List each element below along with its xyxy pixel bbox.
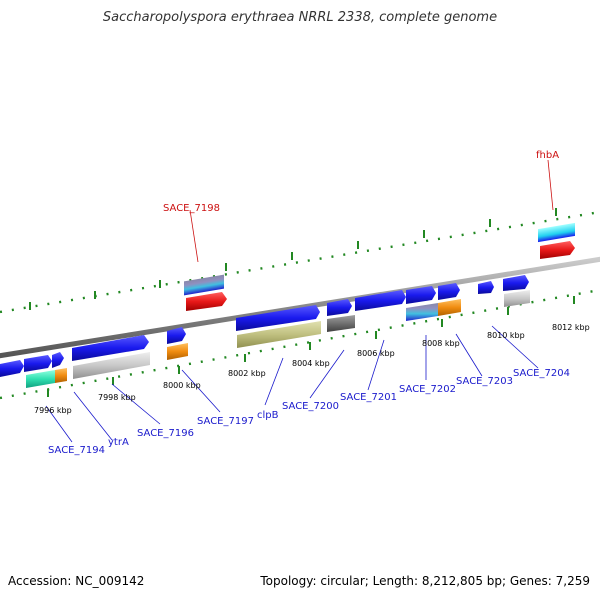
scale-label: 7996 kbp	[34, 406, 72, 415]
scale-label: 8000 kbp	[163, 381, 201, 390]
feature-stack[interactable]	[406, 303, 438, 321]
gene-label-sace-7194[interactable]: SACE_7194	[48, 445, 105, 456]
bottom-gene-labels: SACE_7194 ytrA SACE_7196 SACE_7197 clpB …	[48, 368, 570, 456]
feature-gray[interactable]	[504, 290, 530, 307]
top-gene-labels: SACE_7198 fhbA	[163, 150, 559, 214]
feature-teal[interactable]	[26, 370, 55, 388]
gene-label-sace-7197[interactable]: SACE_7197	[197, 416, 254, 427]
gene-arrow[interactable]	[167, 327, 186, 344]
gene-label-fhba[interactable]: fhbA	[536, 150, 559, 161]
scale-label: 8006 kbp	[357, 349, 395, 358]
gene-arrow[interactable]	[24, 355, 52, 372]
scale-label: 7998 kbp	[98, 393, 136, 402]
accession-text: Accession: NC_009142	[8, 574, 145, 588]
gene-arrow[interactable]	[438, 283, 460, 300]
gene-label-clpb[interactable]: clpB	[257, 410, 279, 421]
gene-arrow[interactable]	[236, 305, 320, 331]
gene-label-sace-7196[interactable]: SACE_7196	[137, 428, 194, 439]
top-strand-features	[184, 222, 575, 311]
genome-title: Saccharopolyspora erythraea NRRL 2338, c…	[102, 10, 498, 25]
feature-red-arrow[interactable]	[186, 292, 227, 311]
feature-stack[interactable]	[184, 274, 224, 296]
scale-label: 8010 kbp	[487, 331, 525, 340]
gene-arrow[interactable]	[355, 290, 406, 311]
genome-backbone	[0, 256, 600, 359]
feature-olive[interactable]	[237, 321, 321, 348]
gene-arrow[interactable]	[72, 335, 149, 361]
top-major-ticks	[29, 208, 557, 310]
scale-label: 8012 kbp	[552, 323, 590, 332]
feature-gray[interactable]	[73, 352, 150, 379]
scale-label: 8004 kbp	[292, 359, 330, 368]
scale-labels: 7996 kbp 7998 kbp 8000 kbp 8002 kbp 8004…	[34, 323, 590, 415]
feature-red-arrow[interactable]	[540, 241, 575, 259]
scale-label: 8008 kbp	[422, 339, 460, 348]
gene-label-ytra[interactable]: ytrA	[108, 437, 129, 448]
feature-orange[interactable]	[438, 299, 461, 316]
topology-text: Topology: circular; Length: 8,212,805 bp…	[260, 574, 590, 588]
feature-darkgray[interactable]	[327, 315, 355, 332]
bottom-strand-features	[0, 275, 530, 388]
gene-arrow[interactable]	[406, 286, 436, 304]
gene-label-sace-7203[interactable]: SACE_7203	[456, 376, 513, 387]
gene-label-sace-7200[interactable]: SACE_7200	[282, 401, 339, 412]
gene-arrow[interactable]	[503, 275, 529, 291]
gene-arrow[interactable]	[52, 352, 64, 368]
bottom-major-ticks	[47, 296, 575, 397]
feature-cyan-stack[interactable]	[538, 222, 575, 243]
gene-arrow[interactable]	[327, 299, 352, 316]
label-leader-lines	[45, 159, 554, 443]
gene-arrow[interactable]	[0, 360, 24, 377]
gene-label-sace-7201[interactable]: SACE_7201	[340, 392, 397, 403]
scale-label: 8002 kbp	[228, 369, 266, 378]
gene-arrow[interactable]	[478, 281, 494, 294]
gene-label-sace-7202[interactable]: SACE_7202	[399, 384, 456, 395]
feature-orange[interactable]	[167, 343, 188, 360]
feature-orange[interactable]	[55, 368, 67, 383]
gene-label-sace-7198[interactable]: SACE_7198	[163, 203, 220, 214]
gene-label-sace-7204[interactable]: SACE_7204	[513, 368, 570, 379]
